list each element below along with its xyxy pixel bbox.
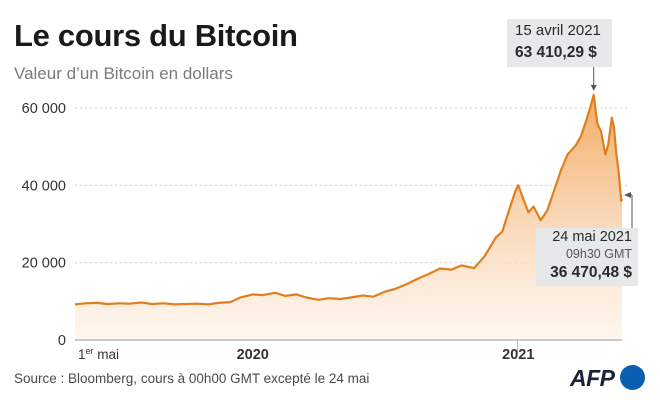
- afp-logo-text: AFP: [570, 365, 615, 391]
- peak-arrow-icon: [590, 84, 597, 91]
- chart-subtitle: Valeur d’un Bitcoin en dollars: [14, 64, 233, 83]
- last-annotation-time: 09h30 GMT: [565, 247, 632, 261]
- last-annotation-date: 24 mai 2021: [552, 229, 632, 245]
- x-tick-label-2: 2021: [502, 347, 534, 363]
- source-note: Source : Bloomberg, cours à 00h00 GMT ex…: [14, 371, 370, 386]
- last-annotation-value: 36 470,48 $: [550, 264, 632, 281]
- peak-annotation: 15 avril 2021 63 410,29 $: [507, 19, 612, 67]
- afp-logo: AFP: [570, 364, 650, 394]
- afp-logo-dot-icon: [620, 365, 645, 390]
- y-tick-label-1: 20 000: [22, 256, 66, 272]
- peak-annotation-date: 15 avril 2021: [515, 22, 601, 39]
- last-arrow-icon: [624, 191, 631, 198]
- y-tick-label-2: 40 000: [22, 178, 66, 194]
- chart-title: Le cours du Bitcoin: [14, 18, 298, 53]
- price-line: [74, 93, 624, 306]
- x-tick-label-1: 2020: [237, 347, 269, 363]
- price-area-fill: [75, 94, 622, 340]
- peak-annotation-value: 63 410,29 $: [515, 44, 597, 61]
- x-tick-label-0: 1er mai: [78, 346, 119, 362]
- y-tick-label-3: 60 000: [22, 101, 66, 117]
- last-annotation: 24 mai 2021 09h30 GMT 36 470,48 $: [536, 228, 638, 286]
- y-tick-label-0: 0: [58, 333, 66, 349]
